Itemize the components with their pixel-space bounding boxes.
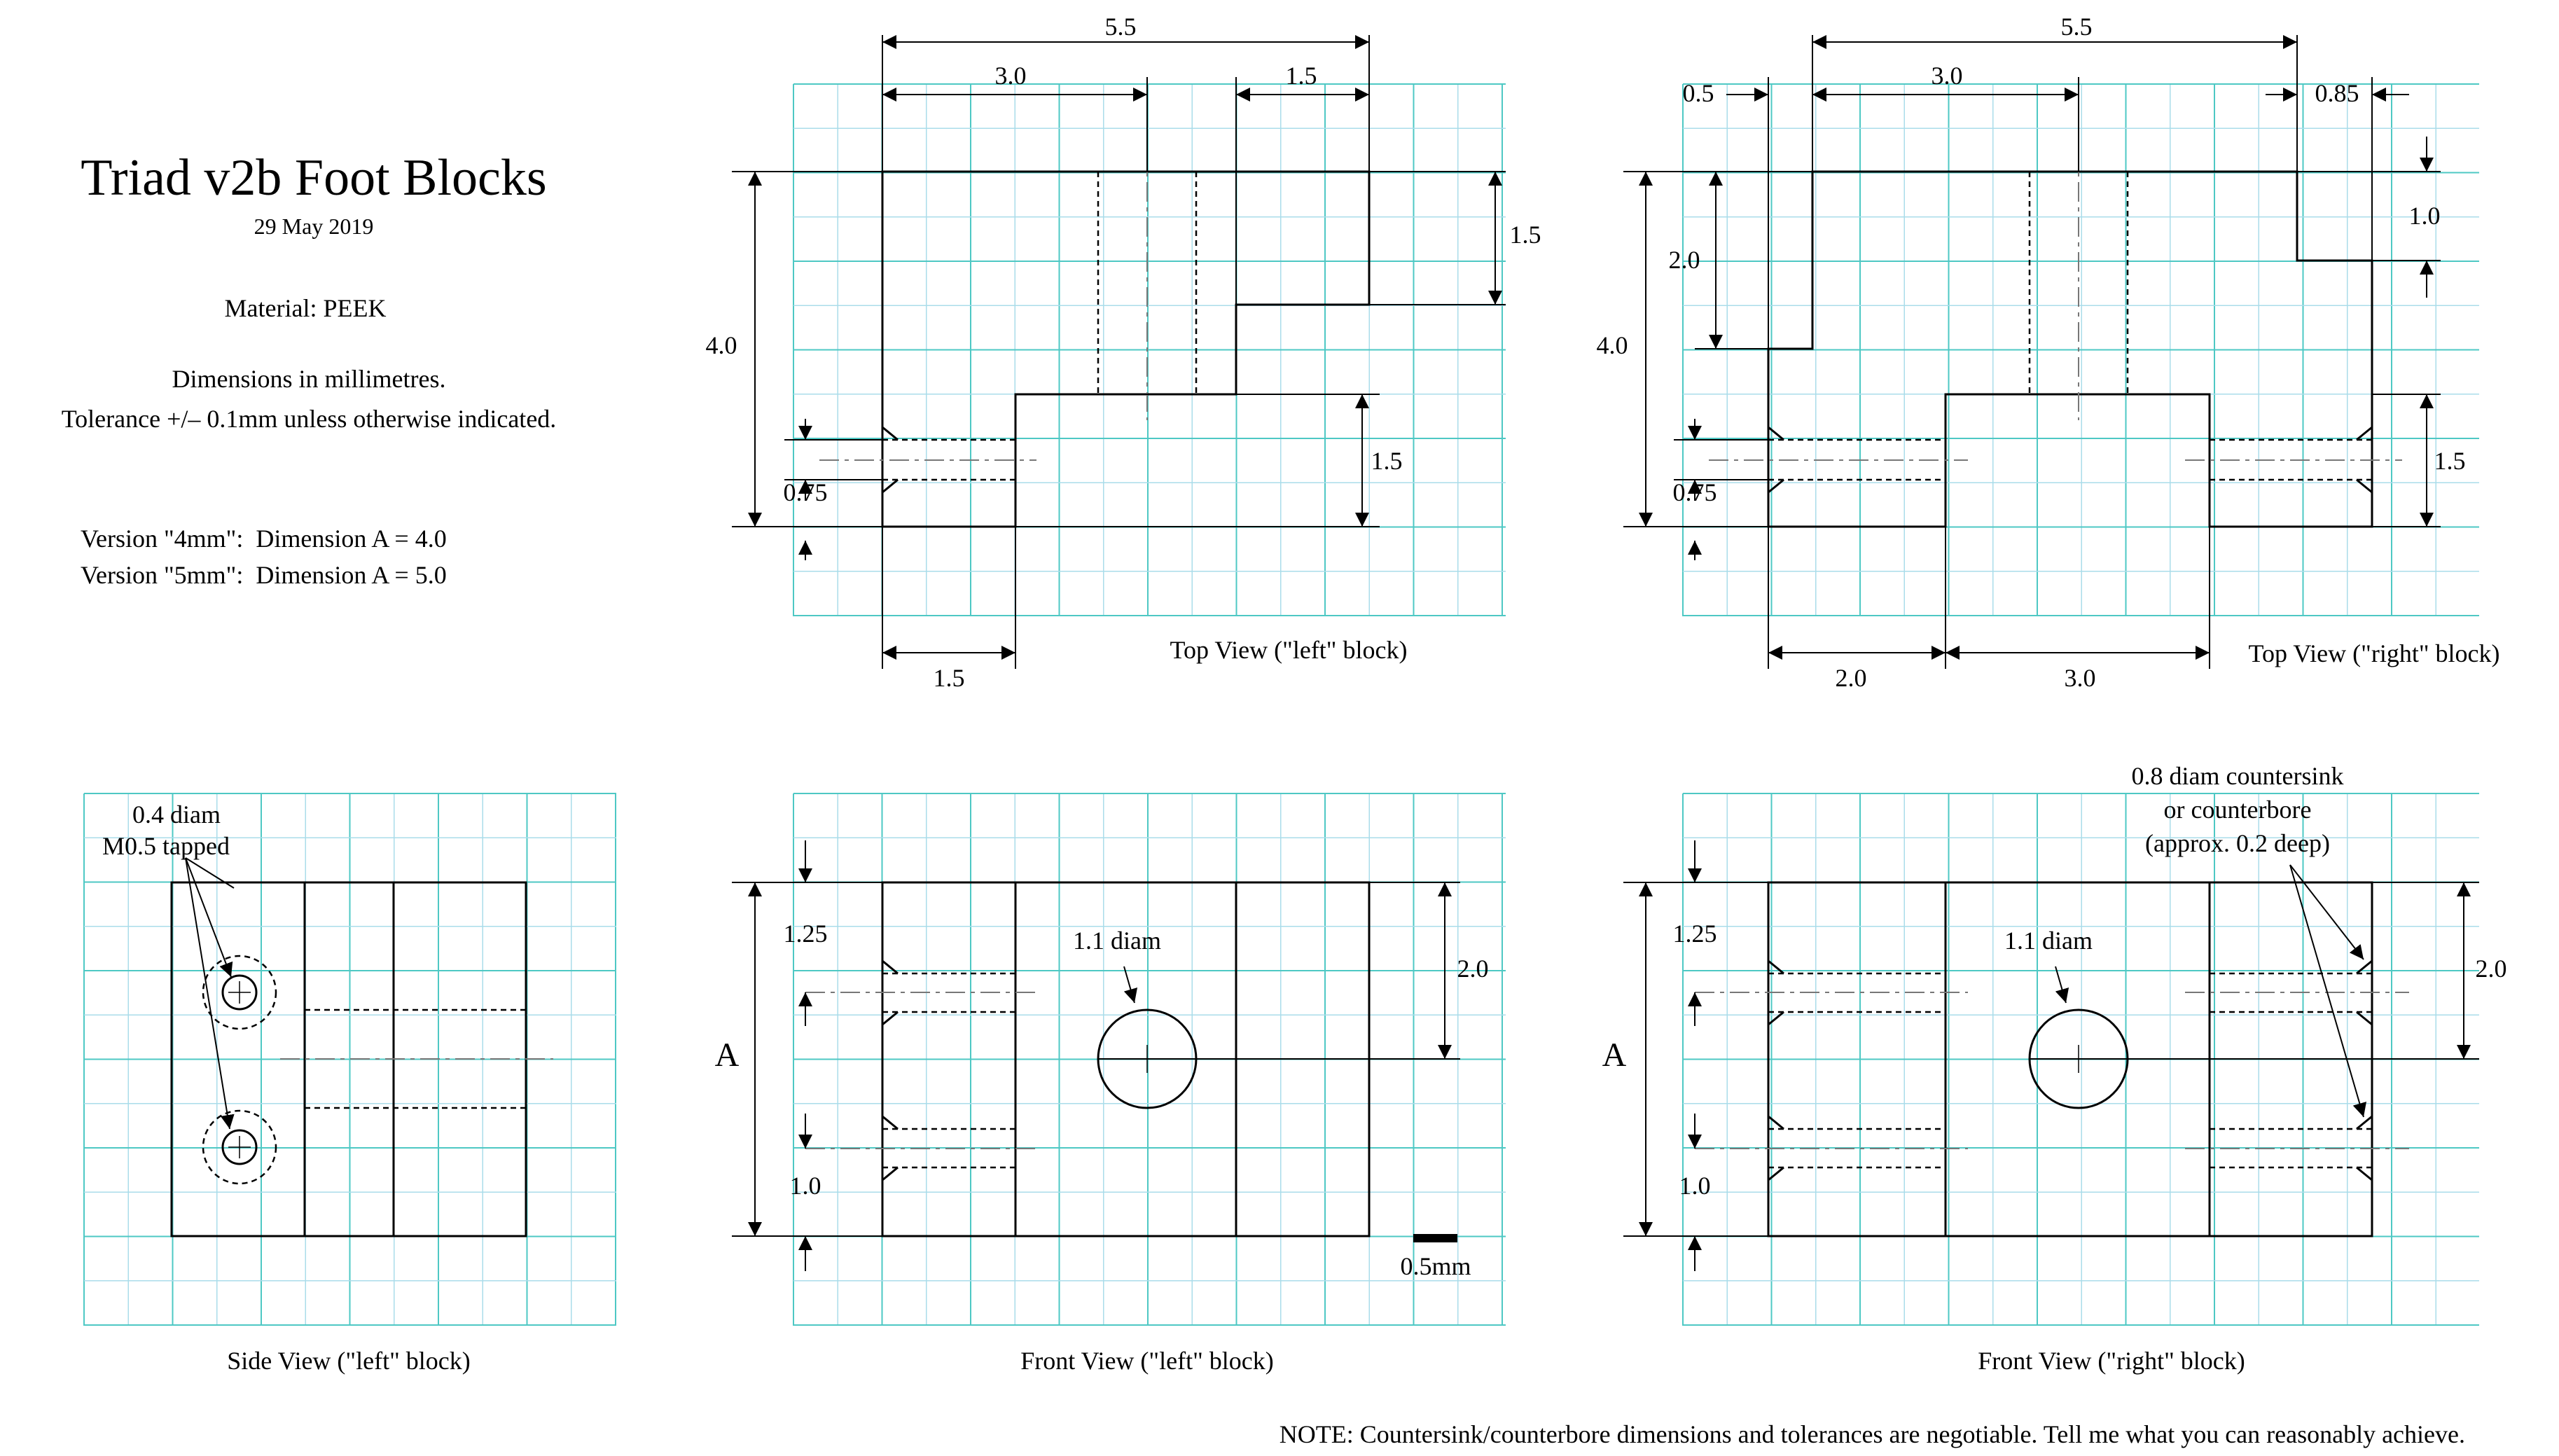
dim-right-width: 1.5	[1286, 62, 1317, 90]
countersink-edge	[2356, 478, 2373, 494]
view-caption: Top View ("right" block)	[2249, 639, 2500, 667]
dim-right-step: 1.0	[2409, 202, 2441, 230]
tapped-hole-circle	[221, 1129, 258, 1165]
leader-line	[185, 857, 235, 889]
countersink-note: (approx. 0.2 deep)	[2145, 829, 2330, 857]
version-5mm-note: Version "5mm": Dimension A = 5.0	[81, 561, 447, 589]
dim-left-width: 3.0	[995, 62, 1027, 90]
drawing-title: Triad v2b Foot Blocks	[81, 149, 546, 207]
dim-a: A	[1602, 1036, 1627, 1074]
countersink-edge	[882, 478, 899, 494]
dim-right-offset: 0.85	[2315, 79, 2359, 107]
view-caption: Front View ("right" block)	[1978, 1347, 2245, 1375]
dim-hole-offset: 0.75	[784, 478, 828, 506]
dim-bottom-left: 2.0	[1836, 664, 1867, 692]
dim-center: 2.0	[1457, 955, 1489, 983]
side-view-left-labels: 0.4 diam M0.5 tapped Side View ("left" b…	[102, 800, 471, 1375]
hole-note: M0.5 tapped	[102, 832, 230, 860]
countersink-edge	[1768, 1115, 1784, 1130]
dim-right-step: 1.5	[1510, 221, 1541, 249]
dim-left-offset: 0.5	[1683, 79, 1714, 107]
dim-top-hole: 1.25	[1673, 920, 1717, 948]
countersink-edge	[882, 1115, 899, 1130]
view-caption: Side View ("left" block)	[227, 1347, 470, 1375]
countersink-edge	[2356, 1115, 2373, 1130]
scale-label: 0.5mm	[1400, 1252, 1471, 1280]
title-block: Triad v2b Foot Blocks 29 May 2019 Materi…	[62, 149, 557, 589]
hole-label: 1.1 diam	[1073, 927, 1161, 955]
countersink-edge	[882, 959, 899, 975]
countersink-edge	[2356, 959, 2373, 975]
leader-line	[2289, 864, 2366, 1118]
dimensions-note: Dimensions in millimetres.	[172, 365, 446, 393]
countersink-edge	[1768, 1166, 1784, 1181]
top-view-right-labels: 5.5 0.5 3.0 0.85 4.0 2.0 1.0 1.5 0.75 2.…	[1597, 13, 2500, 692]
countersink-edge	[2356, 426, 2373, 441]
countersink-edge	[1768, 959, 1784, 975]
countersink-edge	[882, 1166, 899, 1181]
dim-height: 4.0	[706, 331, 737, 359]
material-note: Material: PEEK	[225, 294, 387, 322]
top-view-left-labels: 5.5 3.0 1.5 4.0 1.5 1.5 0.75 1.5 Top Vie…	[706, 13, 1541, 692]
front-view-left-labels: 1.25 1.0 A 2.0 1.1 diam 0.5mm Front View…	[715, 920, 1489, 1375]
countersink-edge	[2356, 1166, 2373, 1181]
front-view-left	[732, 840, 1460, 1271]
dim-hole-offset: 0.75	[1673, 478, 1717, 506]
front-view-right-labels: 1.25 1.0 A 2.0 1.1 diam 0.8 diam counter…	[1602, 762, 2507, 1375]
countersink-edge	[1768, 478, 1784, 494]
dim-low-step: 1.5	[2434, 447, 2466, 475]
version-4mm-note: Version "4mm": Dimension A = 4.0	[81, 525, 447, 553]
thread-major-circle	[202, 1109, 277, 1185]
leader-line	[2055, 966, 2069, 1004]
leader-line	[185, 857, 233, 978]
leader-line	[2289, 864, 2364, 960]
view-caption: Top View ("left" block)	[1170, 636, 1408, 664]
countersink-note: or counterbore	[2164, 796, 2312, 824]
dim-bottom-hole: 1.0	[1679, 1172, 1711, 1200]
dim-bottom-width: 1.5	[934, 664, 965, 692]
tapped-hole-circle	[221, 974, 258, 1011]
front-view-right	[1623, 840, 2479, 1271]
dim-center: 2.0	[2476, 955, 2507, 983]
dim-height: 4.0	[1597, 331, 1628, 359]
dim-bottom-mid: 3.0	[2065, 664, 2096, 692]
countersink-edge	[1768, 1011, 1784, 1026]
grid-layer	[83, 83, 2479, 1326]
countersink-edge	[2356, 1011, 2373, 1026]
dim-mid-width: 3.0	[1932, 62, 1963, 90]
countersink-edge	[1768, 426, 1784, 441]
view-caption: Front View ("left" block)	[1020, 1347, 1274, 1375]
leader-line	[1123, 966, 1138, 1004]
dim-overall-width: 5.5	[1105, 13, 1137, 41]
countersink-edge	[882, 426, 899, 441]
hole-label: 1.1 diam	[2004, 927, 2093, 955]
footer-note: NOTE: Countersink/counterbore dimensions…	[1280, 1420, 2465, 1448]
dim-a: A	[715, 1036, 740, 1074]
hole-note: 0.4 diam	[132, 800, 221, 828]
dim-low-step: 1.5	[1371, 447, 1403, 475]
dim-top-hole: 1.25	[784, 920, 828, 948]
countersink-edge	[882, 1011, 899, 1026]
dim-bottom-hole: 1.0	[790, 1172, 821, 1200]
dim-overall-width: 5.5	[2061, 13, 2093, 41]
drawing-date: 29 May 2019	[254, 214, 374, 239]
top-view-right	[1623, 35, 2441, 669]
scale-bar	[1413, 1234, 1457, 1242]
dim-left-step: 2.0	[1669, 246, 1700, 274]
leader-line	[185, 857, 235, 1130]
countersink-note: 0.8 diam countersink	[2132, 762, 2344, 790]
top-view-left	[732, 35, 1506, 669]
thread-major-circle	[202, 955, 277, 1030]
side-view-left	[170, 857, 553, 1237]
tolerance-note: Tolerance +/– 0.1mm unless otherwise ind…	[62, 405, 557, 433]
